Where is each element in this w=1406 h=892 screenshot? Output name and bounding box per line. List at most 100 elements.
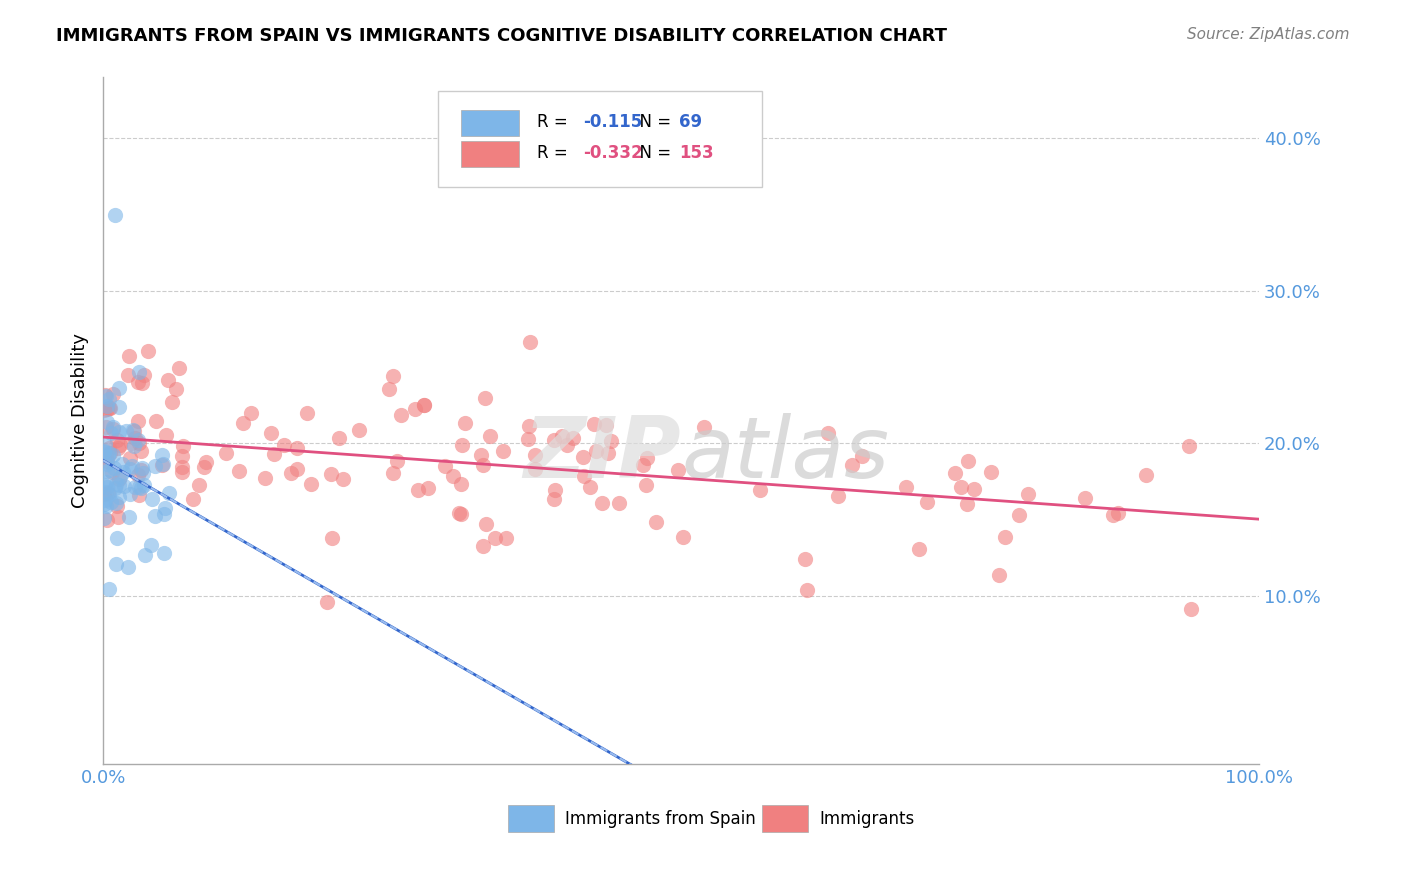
Point	[1008, 508, 1031, 522]
Point	[101, 465, 124, 479]
Point	[120, 462, 142, 476]
Point	[492, 444, 515, 458]
Point	[908, 541, 931, 556]
Point	[98, 446, 121, 460]
Point	[124, 480, 146, 494]
Point	[172, 439, 194, 453]
Point	[93, 388, 115, 402]
Point	[441, 468, 464, 483]
Point	[108, 401, 131, 415]
Point	[347, 423, 370, 437]
Point	[96, 457, 118, 471]
Point	[127, 414, 149, 428]
Point	[215, 446, 238, 460]
Point	[152, 457, 174, 471]
Point	[851, 450, 873, 464]
Point	[107, 433, 129, 447]
Point	[118, 509, 141, 524]
FancyBboxPatch shape	[508, 805, 554, 832]
Point	[141, 492, 163, 507]
Point	[94, 500, 117, 514]
Point	[794, 551, 817, 566]
Point	[127, 433, 149, 447]
Point	[827, 489, 849, 503]
Point	[107, 509, 129, 524]
Point	[93, 497, 115, 511]
Point	[259, 426, 281, 441]
Point	[451, 438, 474, 452]
Point	[582, 417, 605, 431]
Point	[193, 459, 215, 474]
Point	[108, 469, 131, 483]
Text: N =: N =	[628, 144, 676, 162]
Point	[131, 461, 153, 475]
Point	[96, 484, 118, 499]
Point	[105, 499, 128, 513]
Point	[316, 595, 339, 609]
Text: Immigrants: Immigrants	[820, 810, 915, 828]
Point	[98, 401, 121, 415]
Point	[101, 448, 124, 462]
Point	[1101, 508, 1123, 522]
Point	[103, 461, 125, 475]
Point	[377, 383, 399, 397]
Point	[132, 467, 155, 481]
Point	[471, 539, 494, 553]
Point	[413, 398, 436, 412]
Point	[96, 420, 118, 434]
Point	[524, 448, 547, 462]
Point	[796, 582, 818, 597]
Text: 153: 153	[679, 144, 713, 162]
Point	[150, 448, 173, 462]
Point	[454, 416, 477, 430]
Point	[472, 458, 495, 472]
Point	[389, 408, 412, 422]
Point	[297, 406, 319, 420]
Point	[124, 431, 146, 445]
Point	[96, 415, 118, 429]
Point	[143, 509, 166, 524]
Point	[114, 479, 136, 493]
Point	[122, 438, 145, 452]
Point	[103, 420, 125, 434]
FancyBboxPatch shape	[461, 110, 519, 136]
Point	[98, 401, 121, 415]
Point	[94, 475, 117, 489]
Point	[97, 449, 120, 463]
Point	[107, 477, 129, 491]
Point	[96, 449, 118, 463]
Point	[595, 417, 617, 432]
Text: R =: R =	[537, 113, 572, 131]
Point	[404, 401, 426, 416]
Point	[980, 465, 1002, 479]
Point	[104, 476, 127, 491]
Point	[749, 483, 772, 497]
Point	[96, 513, 118, 527]
Point	[194, 455, 217, 469]
Point	[551, 429, 574, 443]
Point	[100, 425, 122, 440]
Point	[672, 530, 695, 544]
Point	[596, 446, 619, 460]
Point	[115, 424, 138, 438]
Point	[285, 442, 308, 456]
Point	[1180, 601, 1202, 615]
Point	[917, 495, 939, 509]
FancyBboxPatch shape	[439, 91, 762, 187]
Point	[950, 480, 973, 494]
Point	[117, 560, 139, 574]
Point	[108, 438, 131, 452]
Point	[543, 433, 565, 447]
Point	[94, 492, 117, 507]
Point	[412, 398, 434, 412]
Point	[495, 531, 517, 545]
Point	[636, 450, 658, 465]
Point	[136, 344, 159, 359]
Point	[599, 434, 621, 449]
Point	[94, 437, 117, 451]
Point	[450, 507, 472, 521]
Point	[517, 432, 540, 446]
Point	[382, 466, 405, 480]
Point	[319, 467, 342, 481]
Point	[93, 450, 115, 464]
